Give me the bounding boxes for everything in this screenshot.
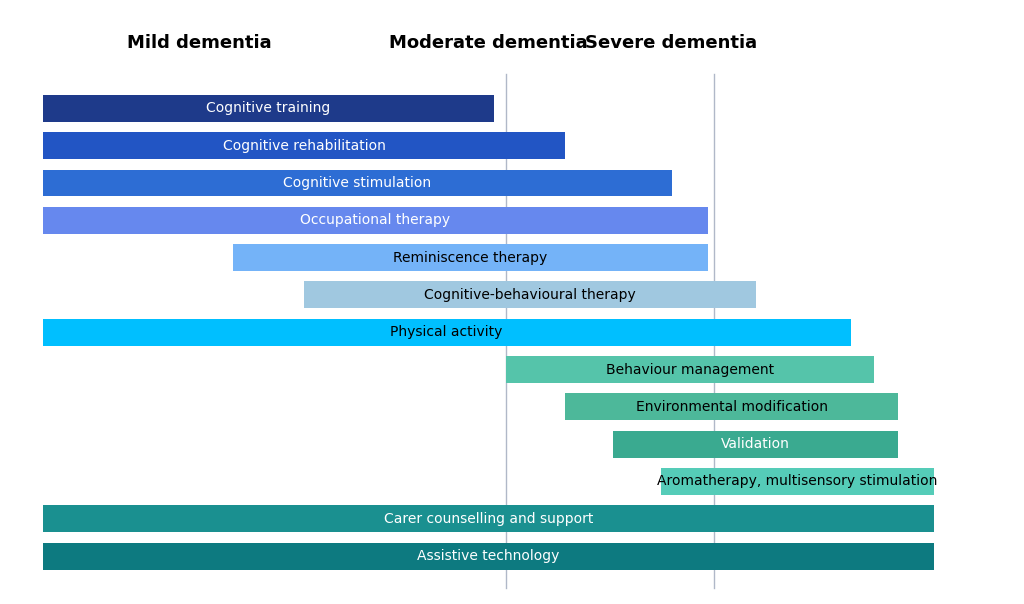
Text: Aromatherapy, multisensory stimulation: Aromatherapy, multisensory stimulation xyxy=(657,475,937,489)
FancyBboxPatch shape xyxy=(506,356,874,383)
Text: Reminiscence therapy: Reminiscence therapy xyxy=(393,251,548,265)
Text: Carer counselling and support: Carer counselling and support xyxy=(384,512,593,525)
FancyBboxPatch shape xyxy=(613,431,898,458)
FancyBboxPatch shape xyxy=(43,170,673,196)
FancyBboxPatch shape xyxy=(43,207,708,234)
FancyBboxPatch shape xyxy=(43,132,565,159)
Text: Occupational therapy: Occupational therapy xyxy=(300,213,451,227)
Text: Validation: Validation xyxy=(721,437,791,451)
Text: Assistive technology: Assistive technology xyxy=(417,549,559,563)
Text: Mild dementia: Mild dementia xyxy=(127,34,271,52)
FancyBboxPatch shape xyxy=(43,506,934,532)
Text: Environmental modification: Environmental modification xyxy=(636,400,827,414)
FancyBboxPatch shape xyxy=(660,468,934,495)
FancyBboxPatch shape xyxy=(304,281,756,308)
Text: Physical activity: Physical activity xyxy=(390,325,503,339)
Text: Severe dementia: Severe dementia xyxy=(585,34,757,52)
Text: Cognitive-behavioural therapy: Cognitive-behavioural therapy xyxy=(424,288,636,302)
Text: Moderate dementia: Moderate dementia xyxy=(389,34,587,52)
FancyBboxPatch shape xyxy=(43,319,851,345)
Text: Cognitive stimulation: Cognitive stimulation xyxy=(284,176,431,190)
FancyBboxPatch shape xyxy=(565,393,898,420)
FancyBboxPatch shape xyxy=(43,542,934,570)
Text: Cognitive rehabilitation: Cognitive rehabilitation xyxy=(222,139,385,153)
Text: Behaviour management: Behaviour management xyxy=(606,362,774,376)
Text: Cognitive training: Cognitive training xyxy=(206,101,331,115)
FancyBboxPatch shape xyxy=(43,95,495,122)
FancyBboxPatch shape xyxy=(232,244,708,271)
